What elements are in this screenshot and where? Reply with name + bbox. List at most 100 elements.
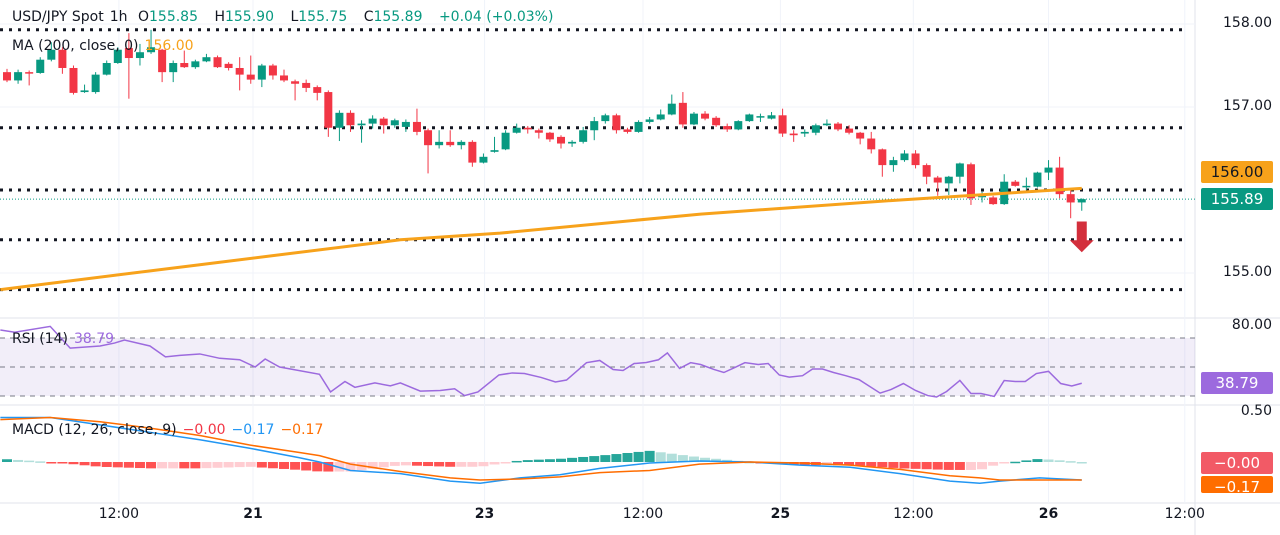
candle-body (424, 130, 433, 146)
price-tick: 157.00 (1223, 98, 1272, 114)
time-tick: 12:00 (98, 506, 140, 522)
candle-body (734, 121, 743, 130)
candle-body (246, 74, 255, 80)
candle-body (257, 65, 266, 80)
candle-body (235, 67, 244, 75)
macd-histogram-bar (79, 462, 90, 466)
macd-histogram-bar (35, 461, 46, 463)
candle-body (989, 197, 998, 205)
macd-histogram-bar (1076, 462, 1087, 464)
macd-histogram-bar (700, 457, 711, 462)
candle-body (457, 141, 466, 146)
rsi-badge: 38.79 (1201, 372, 1273, 394)
macd-histogram-bar (1032, 459, 1043, 462)
candle-body (512, 127, 521, 133)
candle-body (3, 72, 11, 81)
macd-histogram-bar (57, 462, 68, 464)
ma-value: 156.00 (144, 38, 194, 54)
macd-histogram-bar (866, 462, 877, 467)
macd-histogram-bar (411, 462, 422, 466)
macd-histogram-bar (68, 462, 79, 465)
macd-histogram-bar (101, 462, 112, 467)
candle-body (14, 72, 23, 81)
macd-histogram-bar (1043, 459, 1054, 462)
close-value: 155.89 (373, 9, 423, 25)
time-tick: 26 (1038, 506, 1059, 522)
candle-body (944, 176, 953, 184)
macd-histogram-bar (179, 462, 190, 469)
macd-histogram-bar (954, 462, 965, 470)
macd-histogram-bar (921, 462, 932, 470)
candle-body (379, 118, 388, 126)
candle-body (966, 164, 975, 199)
candle-body (922, 165, 931, 177)
candle-body (800, 131, 809, 134)
macd-label: MACD (12, 26, close, 9) (12, 422, 177, 438)
candle-body (645, 119, 654, 122)
candle-body (712, 117, 721, 126)
macd-histogram-bar (511, 460, 522, 463)
candle-body (557, 136, 565, 144)
macd-histogram-bar (932, 462, 943, 470)
candle-body (446, 141, 455, 146)
candle-body (811, 125, 820, 133)
candle-body (822, 123, 831, 126)
candle-body (490, 150, 499, 152)
price-tick: 158.00 (1223, 15, 1272, 31)
macd-histogram-bar (13, 459, 24, 462)
ma-legend[interactable]: MA (200, close, 0) 156.00 (12, 38, 200, 54)
candle-body (390, 120, 399, 126)
rsi-tick: 80.00 (1231, 317, 1272, 333)
time-tick: 12:00 (1164, 506, 1205, 522)
candle-body (435, 141, 444, 146)
candle-body (1022, 185, 1031, 188)
interval[interactable]: 1h (109, 9, 128, 25)
candle-body (91, 74, 100, 93)
rsi-value: 38.79 (73, 331, 115, 347)
price-tick: 155.00 (1223, 264, 1272, 280)
candle-body (25, 72, 34, 74)
macd-histogram-bar (644, 450, 655, 462)
rsi-band (0, 338, 1195, 396)
candle-body (534, 130, 543, 133)
macd-histogram-bar (279, 462, 289, 469)
macd-histogram-bar (389, 462, 400, 466)
macd-histogram-bar (544, 459, 555, 462)
candle-body (767, 115, 776, 119)
high-value: 155.90 (224, 9, 274, 25)
symbol-name[interactable]: USD/JPY Spot (12, 9, 104, 25)
rsi-legend[interactable]: RSI (14) 38.79 (12, 331, 120, 347)
macd-histogram-bar (1010, 461, 1021, 464)
candle-body (113, 49, 122, 64)
macd-histogram-bar (223, 462, 234, 468)
macd-histogram-bar (833, 462, 843, 466)
candle-body (147, 47, 156, 53)
macd-legend[interactable]: MACD (12, 26, close, 9) −0.00 −0.17 −0.17 (12, 422, 329, 438)
macd-hist-badge: −0.00 (1201, 452, 1273, 474)
candle-body (756, 116, 765, 118)
candle-body (324, 92, 333, 128)
candle-body (545, 132, 554, 140)
macd-histogram-bar (666, 453, 677, 462)
macd-histogram-bar (256, 462, 267, 468)
macd-histogram-bar (301, 462, 312, 471)
macd-tick: 0.50 (1240, 403, 1272, 419)
macd-histogram-bar (633, 451, 644, 462)
candle-body (335, 112, 344, 128)
macd-histogram-bar (90, 462, 101, 467)
candle-body (933, 177, 942, 183)
down-arrow-icon (1069, 221, 1094, 253)
macd-histogram-bar (456, 462, 467, 467)
candle-body (47, 49, 56, 60)
candle-body (900, 153, 909, 161)
macd-line-value: −0.17 (231, 422, 275, 438)
macd-histogram-bar (201, 462, 212, 469)
candle-body (579, 130, 588, 142)
candle-body (911, 153, 920, 166)
change-value: +0.04 (+0.03%) (438, 9, 554, 25)
candle-body (834, 123, 842, 130)
macd-histogram-bar (677, 455, 688, 462)
macd-histogram-bar (345, 462, 356, 472)
candle-body (889, 160, 898, 166)
